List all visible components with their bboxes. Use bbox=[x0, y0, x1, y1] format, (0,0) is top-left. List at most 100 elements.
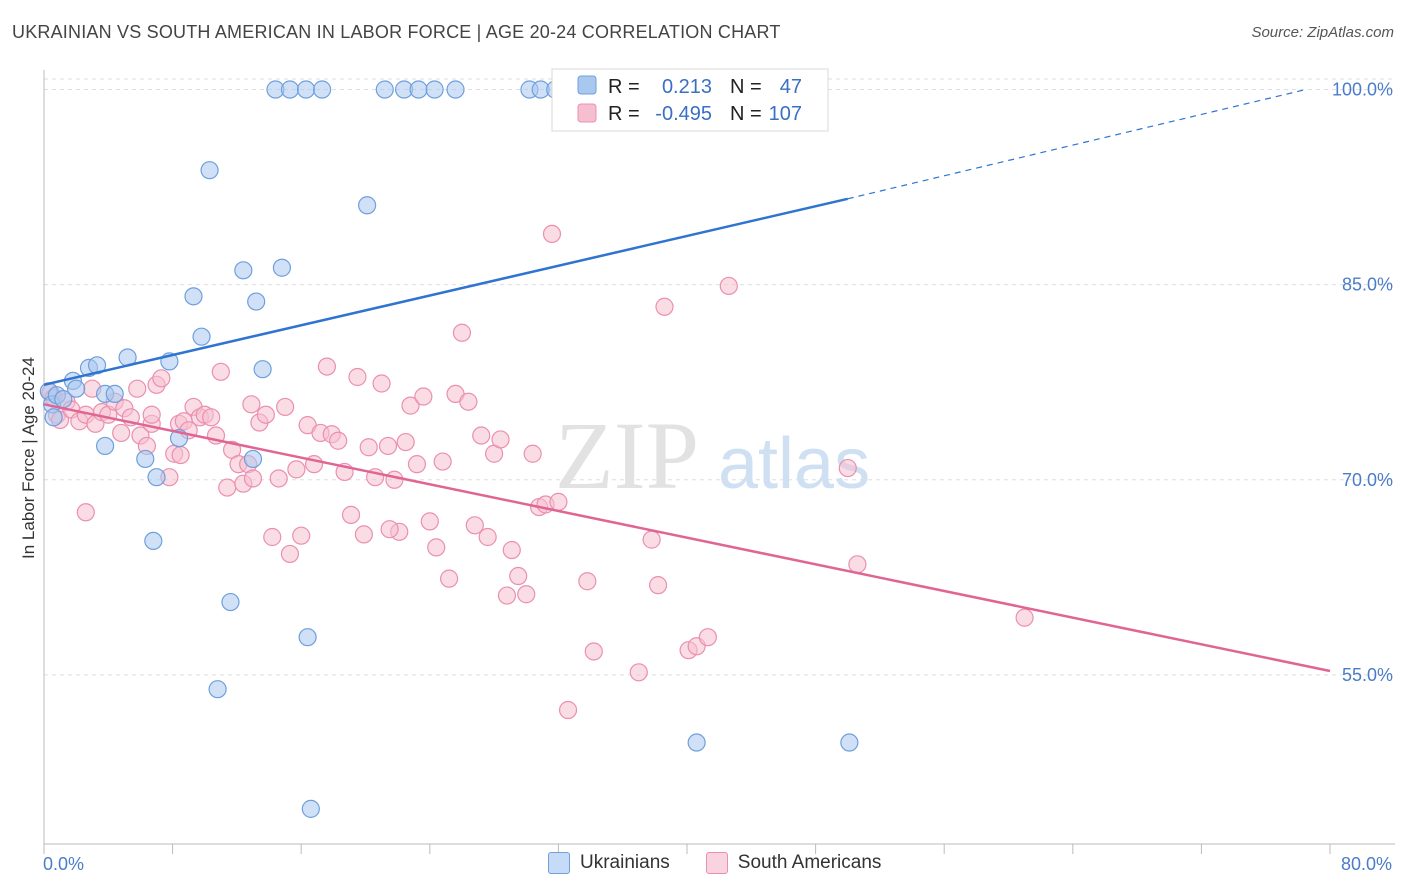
south-american-point bbox=[439, 569, 459, 588]
south-american-point bbox=[459, 392, 478, 411]
south-american-point bbox=[372, 374, 391, 393]
south-americans-label: South Americans bbox=[737, 852, 882, 873]
south-american-point bbox=[218, 478, 237, 497]
bottom-legend: Ukrainians South Americans bbox=[548, 852, 907, 874]
south-american-point bbox=[549, 492, 568, 511]
ukrainian-point bbox=[296, 80, 316, 99]
legend-swatch-pink bbox=[577, 103, 597, 123]
south-american-point bbox=[472, 426, 491, 445]
ukrainian-point bbox=[200, 161, 219, 180]
y-tick-label: 85.0% bbox=[1342, 275, 1393, 295]
legend-n-value-1: 47 bbox=[780, 76, 802, 98]
south-american-point bbox=[276, 397, 295, 417]
ukrainian-point bbox=[234, 261, 253, 280]
south-american-point bbox=[378, 436, 398, 456]
south-american-point bbox=[317, 357, 337, 376]
series-ukrainians bbox=[39, 80, 859, 818]
south-american-point bbox=[465, 516, 484, 535]
south-american-point bbox=[558, 700, 578, 720]
ukrainian-point bbox=[312, 80, 332, 99]
ukrainian-point bbox=[105, 384, 124, 404]
south-american-point bbox=[497, 586, 517, 605]
south-american-point bbox=[1015, 608, 1034, 627]
legend-r-value-1: 0.213 bbox=[662, 76, 712, 98]
ukrainians-swatch bbox=[548, 852, 570, 874]
ukrainian-point bbox=[298, 628, 317, 647]
south-american-point bbox=[280, 544, 300, 564]
south-american-point bbox=[76, 503, 95, 522]
south-americans-swatch bbox=[705, 852, 728, 874]
legend-swatch-blue bbox=[577, 75, 597, 95]
ukrainian-point bbox=[95, 436, 115, 456]
south-american-point bbox=[629, 663, 648, 682]
south-american-point bbox=[648, 576, 668, 595]
ukrainian-point bbox=[67, 379, 86, 398]
y-tick-label: 70.0% bbox=[1342, 470, 1393, 490]
south-american-point bbox=[848, 555, 867, 574]
south-american-point bbox=[452, 323, 472, 342]
south-american-point bbox=[202, 408, 221, 427]
south-american-point bbox=[698, 628, 717, 647]
ukrainian-point bbox=[247, 292, 266, 311]
south-american-point bbox=[396, 432, 415, 452]
ukrainian-point bbox=[192, 327, 211, 346]
ukrainian-point bbox=[184, 287, 203, 306]
south-american-point bbox=[128, 379, 147, 398]
bottom-legend-ukrainians: Ukrainians bbox=[548, 852, 670, 874]
south-american-point bbox=[256, 405, 275, 424]
ukrainian-point bbox=[409, 80, 428, 99]
south-american-point bbox=[359, 438, 378, 457]
y-axis-label: In Labor Force | Age 20-24 bbox=[19, 357, 38, 559]
legend-n-value-2: 107 bbox=[769, 103, 802, 125]
ukrainian-point bbox=[272, 258, 292, 277]
ukrainian-point bbox=[687, 733, 706, 752]
south-american-point bbox=[578, 572, 597, 591]
bottom-legend-south-americans: South Americans bbox=[705, 852, 882, 874]
south-american-point bbox=[478, 527, 497, 547]
south-american-point bbox=[354, 525, 373, 544]
south-american-point bbox=[427, 538, 446, 557]
south-american-point bbox=[112, 423, 131, 443]
south-american-point bbox=[584, 642, 603, 661]
ukrainian-point bbox=[425, 80, 444, 99]
south-american-point bbox=[292, 526, 311, 545]
south-american-point bbox=[420, 512, 439, 531]
legend-n-label-1: N = bbox=[730, 76, 762, 98]
y-tick-labels: 55.0% 70.0% 85.0% 100.0% bbox=[1332, 80, 1393, 685]
y-tick-label: 55.0% bbox=[1342, 665, 1393, 685]
legend-n-label-2: N = bbox=[730, 103, 762, 125]
legend-frame bbox=[551, 68, 829, 132]
ukrainians-label: Ukrainians bbox=[580, 852, 670, 873]
source-label: Source: ZipAtlas.com bbox=[1251, 24, 1394, 41]
south-american-point bbox=[263, 527, 282, 547]
ukrainian-point bbox=[840, 733, 859, 752]
south-american-point bbox=[348, 367, 367, 387]
watermark: ZIP atlas bbox=[555, 402, 870, 509]
south-american-point bbox=[380, 520, 399, 539]
south-american-point bbox=[491, 430, 510, 449]
south-american-point bbox=[211, 362, 230, 381]
ukrainian-point bbox=[375, 80, 394, 99]
legend: R = 0.213 N = 47 R = -0.495 N = 107 bbox=[551, 68, 829, 132]
south-american-point bbox=[171, 445, 190, 465]
trend-lines bbox=[43, 88, 1331, 673]
ukrainian-point bbox=[446, 80, 465, 99]
x-tick-label-min: 0.0% bbox=[43, 854, 84, 874]
ukrainian-point bbox=[144, 531, 163, 551]
south-american-point bbox=[502, 540, 521, 560]
ukrainian-point bbox=[253, 360, 272, 379]
south-american-point bbox=[509, 566, 528, 586]
ukrainian-point bbox=[147, 468, 166, 487]
south-american-point bbox=[329, 431, 348, 450]
ukrainian-point bbox=[221, 592, 240, 612]
south-american-point bbox=[385, 470, 404, 489]
x-tick-label-max: 80.0% bbox=[1341, 854, 1392, 874]
legend-r-label-2: R = bbox=[608, 103, 640, 125]
ukrainian-point bbox=[280, 80, 300, 99]
ukrainian-point bbox=[301, 799, 320, 818]
south-american-point bbox=[433, 452, 452, 471]
south-american-point bbox=[523, 444, 542, 463]
chart-title: UKRAINIAN VS SOUTH AMERICAN IN LABOR FOR… bbox=[12, 22, 781, 42]
south-american-point bbox=[407, 455, 427, 474]
south-american-point bbox=[242, 395, 261, 414]
